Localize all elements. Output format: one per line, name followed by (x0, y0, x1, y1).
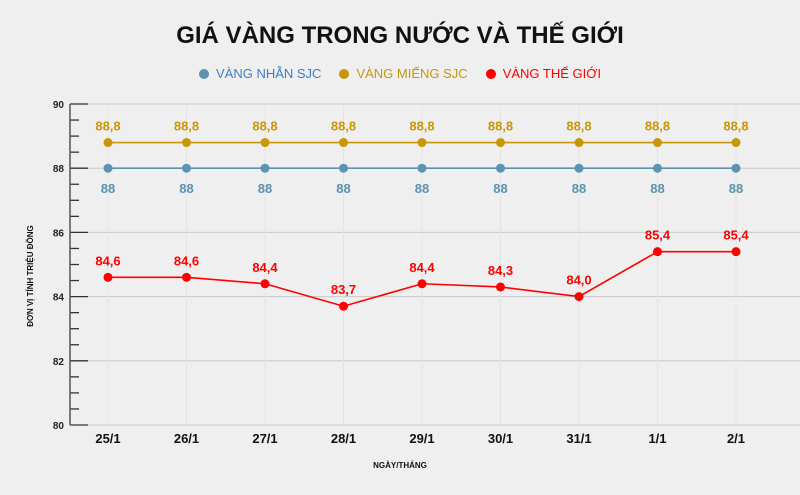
legend-marker (485, 68, 496, 79)
y-tick-label: 86 (53, 228, 65, 239)
data-label: 83,7 (331, 282, 356, 297)
data-label: 88,8 (174, 119, 199, 134)
legend-item-mieng-sjc: VÀNG MIẾNG SJC (339, 66, 468, 81)
data-label: 88,8 (95, 119, 120, 134)
data-point (260, 138, 270, 148)
data-label: 88 (493, 181, 507, 196)
data-point (653, 247, 662, 257)
data-point (182, 272, 191, 282)
legend-marker (339, 68, 350, 79)
data-point (182, 163, 191, 173)
x-tick-label: 31/1 (566, 431, 591, 446)
data-point (417, 163, 427, 173)
legend-label: VÀNG THẾ GIỚI (502, 66, 602, 81)
data-point (417, 138, 427, 148)
y-tick-label: 84 (53, 293, 65, 304)
data-point (653, 138, 662, 148)
x-tick-label: 2/1 (727, 431, 745, 446)
data-label: 88 (179, 181, 193, 196)
data-label: 84,3 (488, 263, 513, 278)
data-label: 88 (650, 181, 664, 196)
data-point (339, 301, 348, 311)
data-point (417, 279, 427, 289)
data-label: 88 (336, 181, 350, 196)
x-tick-label: 30/1 (488, 431, 513, 446)
data-point (260, 163, 270, 173)
y-tick-label: 82 (53, 357, 65, 368)
data-point (653, 163, 662, 173)
chart-title: GIÁ VÀNG TRONG NƯỚC VÀ THẾ GIỚI (176, 22, 624, 49)
data-label: 88,8 (409, 119, 434, 134)
x-tick-label: 1/1 (648, 431, 666, 446)
data-label: 88,8 (331, 119, 356, 134)
data-label: 88 (101, 181, 115, 196)
data-label: 85,4 (645, 228, 671, 243)
data-label: 88 (258, 181, 272, 196)
data-label: 85,4 (723, 228, 749, 243)
data-point (731, 138, 741, 148)
data-label: 88 (572, 181, 586, 196)
data-label: 84,6 (95, 253, 120, 268)
y-axis-label: ĐƠN VỊ TÍNH TRIỆU ĐỒNG (25, 225, 35, 327)
x-tick-label: 28/1 (331, 431, 356, 446)
data-point (182, 138, 191, 148)
data-point (496, 282, 505, 292)
legend: VÀNG NHẪN SJC VÀNG MIẾNG SJC VÀNG THẾ GI… (0, 66, 800, 81)
data-label: 88 (415, 181, 429, 196)
x-tick-label: 26/1 (174, 431, 199, 446)
data-label: 84,4 (409, 260, 435, 275)
data-point (103, 272, 113, 282)
data-point (260, 279, 270, 289)
data-point (574, 138, 584, 148)
legend-item-nhan-sjc: VÀNG NHẪN SJC (198, 66, 322, 81)
data-point (103, 138, 113, 148)
data-point (339, 138, 348, 148)
data-label: 84,0 (566, 273, 591, 288)
x-tick-label: 27/1 (252, 431, 277, 446)
data-point (496, 138, 505, 148)
legend-label: VÀNG NHẪN SJC (215, 66, 322, 81)
data-label: 88 (729, 181, 743, 196)
data-label: 88,8 (488, 119, 513, 134)
data-label: 84,6 (174, 253, 199, 268)
y-tick-label: 90 (53, 100, 65, 111)
data-label: 84,4 (252, 260, 278, 275)
data-point (574, 163, 584, 173)
data-label: 88,8 (252, 119, 277, 134)
x-tick-label: 25/1 (95, 431, 120, 446)
legend-marker (198, 68, 209, 79)
data-point (731, 163, 741, 173)
y-tick-label: 80 (53, 421, 65, 432)
data-point (339, 163, 348, 173)
data-label: 88,8 (645, 119, 670, 134)
y-tick-label: 88 (53, 164, 65, 175)
data-label: 88,8 (566, 119, 591, 134)
data-label: 88,8 (723, 119, 748, 134)
data-point (103, 163, 113, 173)
x-tick-label: 29/1 (409, 431, 434, 446)
data-point (496, 163, 505, 173)
x-axis-label: NGÀY/THÁNG (373, 461, 427, 470)
data-point (731, 247, 741, 257)
legend-label: VÀNG MIẾNG SJC (356, 66, 468, 81)
legend-item-the-gioi: VÀNG THẾ GIỚI (485, 66, 602, 81)
data-point (574, 292, 584, 302)
